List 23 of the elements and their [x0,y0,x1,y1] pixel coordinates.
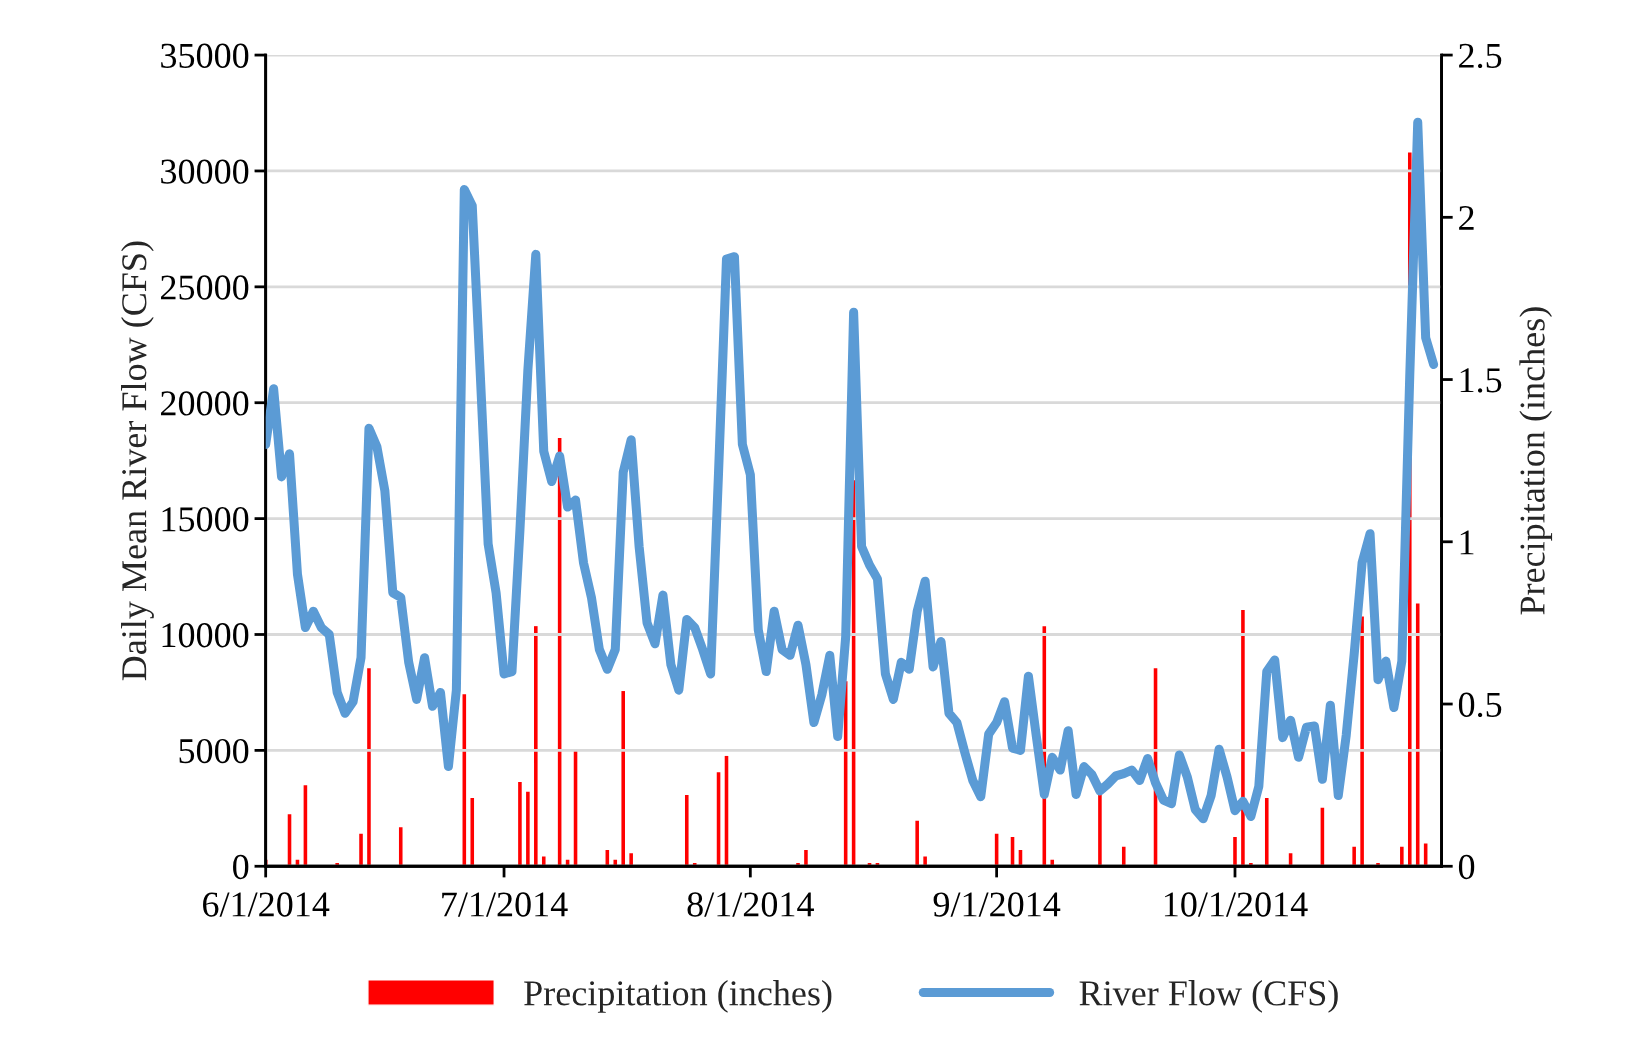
x-tick-label: 9/1/2014 [933,892,1061,917]
y-tick-label: 15000 [162,507,249,532]
x-tick-label: 7/1/2014 [442,892,568,917]
y-tick-label: 5000 [179,738,249,764]
y-tick-label: 30000 [161,159,249,184]
y2-tick-label: 1 [1460,530,1474,555]
y-tick-label: 10000 [162,623,249,648]
legend-label: Precipitation (inches) [524,980,832,1013]
x-tick-label: 6/1/2014 [203,892,330,917]
y2-tick-label: 0.5 [1458,692,1502,718]
x-tick-label: 10/1/2014 [1164,892,1308,917]
y2-tick-label: 1.5 [1460,368,1502,393]
y-tick-label: 35000 [161,43,249,68]
y2-tick-label: 2 [1459,205,1474,230]
legend-label: River Flow (CFS) [1079,980,1338,1013]
y2-axis-title: Precipitation (inches) [1519,307,1553,615]
y2-tick-label: 2.5 [1459,43,1502,69]
y-tick-label: 20000 [161,391,249,416]
x-tick-label: 8/1/2014 [687,892,814,917]
y-tick-label: 25000 [161,275,249,300]
y-axis-title: Daily Mean River Flow (CFS) [121,241,154,681]
y-tick-label: 0 [233,854,249,880]
y2-tick-label: 0 [1458,854,1475,880]
